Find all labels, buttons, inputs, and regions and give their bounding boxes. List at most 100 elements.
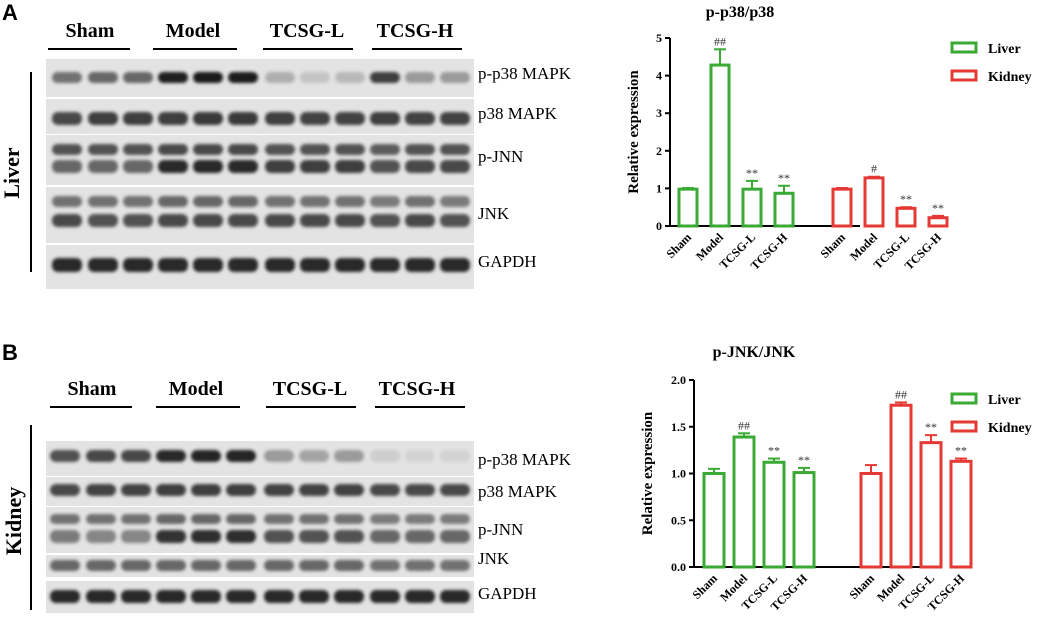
group-underline xyxy=(50,406,132,408)
blot-band xyxy=(88,72,118,83)
blot-band xyxy=(158,72,188,83)
blot-band xyxy=(156,450,186,462)
blot-band xyxy=(193,112,223,125)
blot-band xyxy=(86,590,116,603)
blot-band xyxy=(370,160,400,173)
tissue-bracket xyxy=(30,72,32,272)
blot-band xyxy=(335,214,365,227)
blot-band xyxy=(440,514,470,524)
bar xyxy=(831,187,853,228)
bar xyxy=(709,63,731,228)
group-label-sham: Sham xyxy=(65,20,115,42)
blot-band xyxy=(300,144,330,155)
panel-label-a: A xyxy=(2,0,18,25)
protein-label: p-JNN xyxy=(478,147,524,166)
blot-band xyxy=(158,112,188,125)
blot-band xyxy=(52,258,82,272)
bar xyxy=(773,191,795,228)
blot-band xyxy=(191,450,221,462)
blot-band xyxy=(228,258,258,272)
y-tick-label: 0.0 xyxy=(671,560,686,574)
blot-band xyxy=(123,160,153,173)
protein-label: p38 MAPK xyxy=(478,482,557,501)
y-tick-label: 5 xyxy=(656,31,662,45)
blot-band xyxy=(299,450,329,462)
group-label-sham: Sham xyxy=(67,378,117,400)
blot-band xyxy=(228,72,258,83)
blot-band xyxy=(193,214,223,227)
group-label-model: Model xyxy=(168,378,224,400)
blot-band xyxy=(123,72,153,83)
blot-band xyxy=(335,258,365,272)
blot-band xyxy=(334,590,364,603)
significance-mark: ** xyxy=(746,166,758,180)
y-tick-label: 2.0 xyxy=(671,373,686,387)
significance-mark: ** xyxy=(798,453,810,467)
blot-band xyxy=(264,530,294,543)
blot-band xyxy=(405,450,435,462)
group-label-tcsg-l: TCSG-L xyxy=(272,378,348,400)
blot-band xyxy=(88,160,118,173)
blot-band xyxy=(265,112,295,125)
y-tick-label: 0 xyxy=(656,219,662,233)
blot-band xyxy=(370,450,400,462)
blot-band xyxy=(440,112,470,125)
blot-band xyxy=(440,196,470,207)
bar xyxy=(889,403,913,569)
blot-band xyxy=(265,160,295,173)
bar xyxy=(859,472,883,569)
blot-band xyxy=(264,484,294,496)
group-label-tcsg-h: TCSG-H xyxy=(378,378,456,400)
blot-band xyxy=(370,258,400,272)
blot-band xyxy=(156,514,186,524)
blot-band xyxy=(158,144,188,155)
blot-band xyxy=(405,514,435,524)
blot-band xyxy=(370,112,400,125)
blot-band xyxy=(88,258,118,272)
blot-band xyxy=(52,144,82,155)
y-tick-label: 0.5 xyxy=(671,513,686,527)
blot-band xyxy=(228,214,258,227)
blot-band xyxy=(193,196,223,207)
blot-band xyxy=(370,484,400,496)
y-axis-label: Relative expression xyxy=(626,70,642,194)
blot-band xyxy=(191,530,221,543)
bar xyxy=(949,459,973,569)
blot-band xyxy=(405,214,435,227)
blot-band xyxy=(156,484,186,496)
blot-band xyxy=(123,214,153,227)
protein-label: p-p38 MAPK xyxy=(478,64,572,83)
bar xyxy=(741,187,763,228)
blot-band xyxy=(88,214,118,227)
blot-band xyxy=(193,72,223,83)
blot-band xyxy=(50,590,80,603)
blot-band xyxy=(370,514,400,524)
blot-band xyxy=(405,590,435,603)
blot-band xyxy=(440,590,470,603)
blot-band xyxy=(86,450,116,462)
blot-band xyxy=(440,144,470,155)
chart-title: p-p38/p38 xyxy=(706,4,774,21)
blot-band xyxy=(264,450,294,462)
y-tick-label: 3 xyxy=(656,106,662,120)
blot-band xyxy=(88,144,118,155)
blot-band xyxy=(86,514,116,524)
blot-strip xyxy=(46,440,474,477)
blot-band xyxy=(264,560,294,571)
significance-mark: ** xyxy=(955,444,967,458)
blot-band xyxy=(370,196,400,207)
significance-mark: ## xyxy=(738,418,750,432)
blot-band xyxy=(226,484,256,496)
blot-band xyxy=(335,196,365,207)
legend-swatch xyxy=(950,41,978,54)
tissue-label-kidney: Kidney xyxy=(1,486,26,556)
blot-band xyxy=(335,112,365,125)
legend-swatch xyxy=(950,420,978,433)
blot-band xyxy=(228,160,258,173)
blot-band xyxy=(226,590,256,603)
x-tick-label: Sham xyxy=(817,230,848,261)
blot-band xyxy=(405,196,435,207)
y-axis-label: Relative expression xyxy=(640,411,656,535)
blot-band xyxy=(193,144,223,155)
blot-strip xyxy=(46,580,474,613)
